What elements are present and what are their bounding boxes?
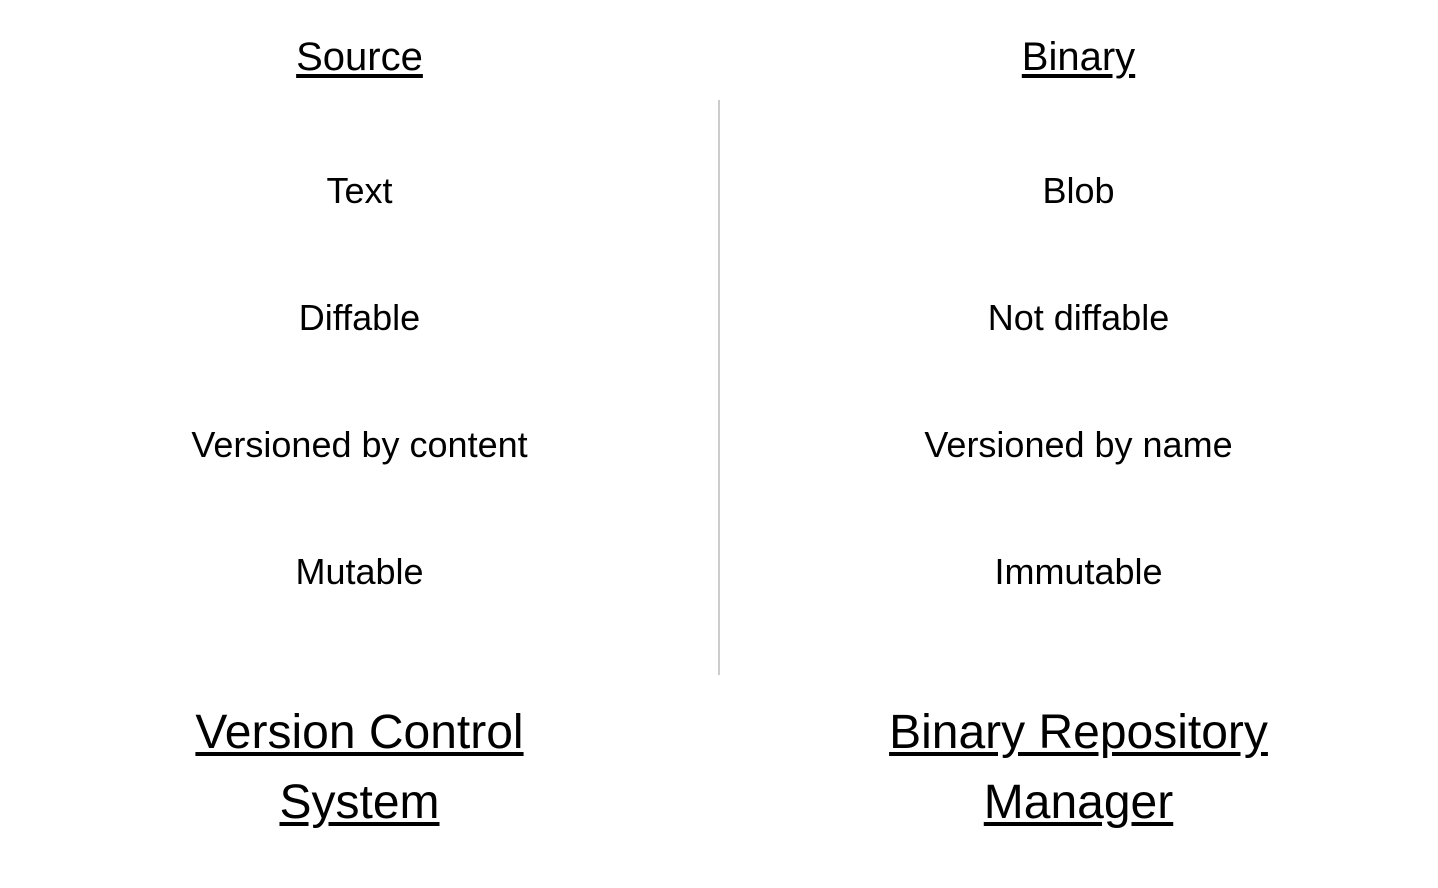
left-footer: Version Control System [195,698,523,837]
vertical-divider [719,100,720,675]
right-item-1: Not diffable [988,297,1169,339]
right-item-0: Blob [1042,170,1114,212]
right-item-3: Immutable [994,551,1162,593]
comparison-container: Source Text Diffable Versioned by conten… [0,0,1438,888]
left-item-1: Diffable [299,297,420,339]
right-heading: Binary [1022,35,1135,80]
left-item-3: Mutable [295,551,423,593]
right-footer: Binary Repository Manager [889,698,1268,837]
right-item-2: Versioned by name [924,424,1232,466]
left-heading: Source [296,35,423,80]
left-item-0: Text [326,170,392,212]
left-column: Source Text Diffable Versioned by conten… [0,0,719,888]
left-item-2: Versioned by content [191,424,527,466]
right-column: Binary Blob Not diffable Versioned by na… [719,0,1438,888]
